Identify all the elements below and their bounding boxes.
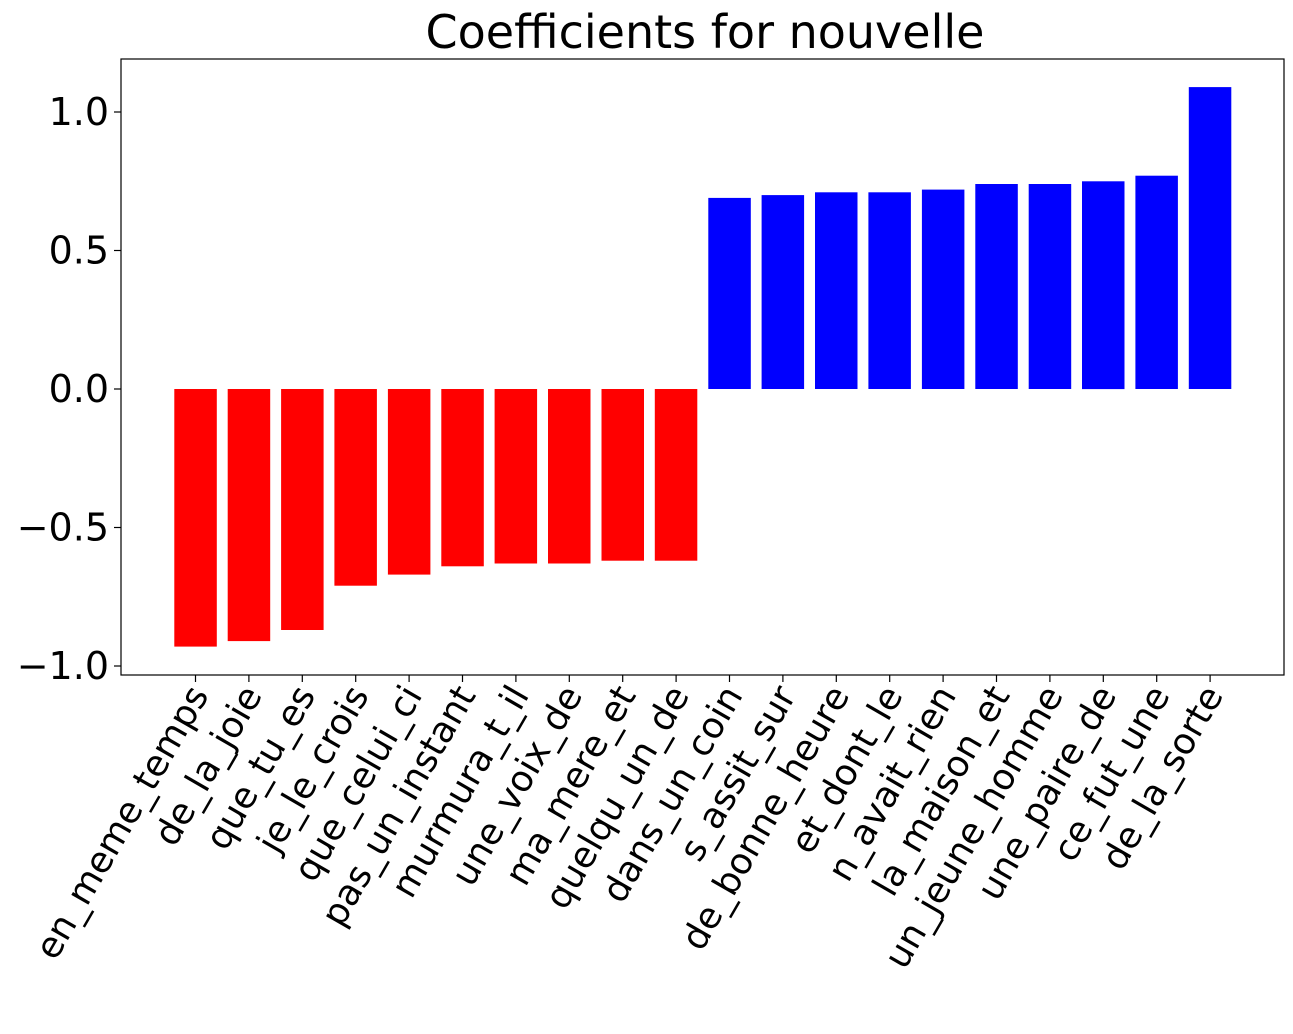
y-tick-label: −1.0 — [17, 644, 109, 688]
y-axis: 1.0 0.5 0.0 −0.5 −1.0 — [17, 90, 121, 688]
bar-n_avait_rien — [921, 189, 965, 389]
bar-je_le_crois — [334, 389, 377, 586]
bar-une_voix_de — [548, 389, 591, 564]
bar-de_la_sorte — [1188, 87, 1232, 389]
bar-dans_un_coin — [708, 197, 751, 389]
bar-s_assit_sur — [761, 195, 805, 389]
y-tick-label: 1.0 — [49, 90, 109, 134]
bar-un_jeune_homme — [1028, 184, 1072, 389]
bar-que_celui_ci — [387, 389, 431, 575]
bar-pas_un_instant — [441, 389, 484, 567]
y-tick-label: −0.5 — [17, 506, 109, 550]
bar-de_bonne_heure — [815, 192, 858, 389]
bar-ma_mere_et — [601, 389, 644, 561]
bar-de_la_joie — [227, 389, 271, 642]
bar-la_maison_et — [975, 184, 1018, 389]
x-axis: en_meme_tempsde_la_joieque_tu_esje_le_cr… — [28, 675, 1232, 976]
bar-que_tu_es — [281, 389, 324, 630]
y-tick-label: 0.0 — [49, 367, 109, 411]
y-tick-label: 0.5 — [49, 229, 109, 273]
bar-et_dont_le — [868, 192, 911, 389]
chart-title: Coefficients for nouvelle — [426, 5, 985, 59]
bar-murmura_t_il — [494, 389, 538, 564]
plot-frame — [120, 58, 1285, 676]
bar-une_paire_de — [1082, 181, 1125, 390]
bar-en_meme_temps — [174, 389, 217, 647]
bar-quelqu_un_de — [654, 389, 698, 561]
bar-ce_fut_une — [1135, 175, 1178, 389]
bars-group — [174, 87, 1232, 647]
